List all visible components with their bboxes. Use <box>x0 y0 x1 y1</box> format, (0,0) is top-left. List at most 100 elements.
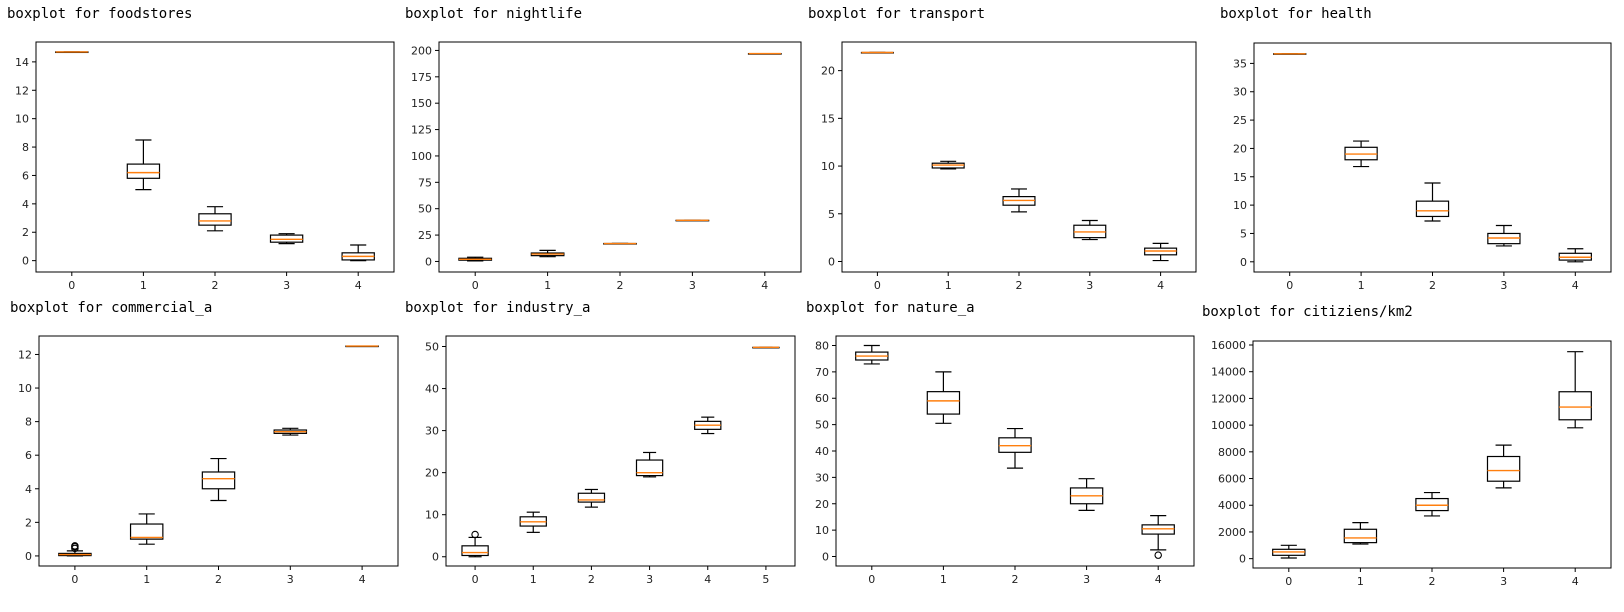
y-tick-label: 6 <box>22 169 29 182</box>
x-tick-label: 2 <box>1012 573 1019 586</box>
box-body <box>461 545 489 557</box>
box-body <box>198 213 232 226</box>
plot-frame <box>841 41 1197 273</box>
x-tick-label: 3 <box>1083 573 1090 586</box>
y-tick-label: 0 <box>1239 553 1246 566</box>
x-tick-label: 1 <box>140 279 147 292</box>
box-2 <box>998 427 1032 469</box>
box-3 <box>273 427 308 436</box>
y-tick-label: 50 <box>425 341 439 354</box>
y-tick-label: 100 <box>411 150 432 163</box>
box-1 <box>126 139 161 191</box>
y-tick-label: 60 <box>815 392 829 405</box>
box-body <box>129 523 164 540</box>
box-4 <box>1144 242 1178 262</box>
y-tick-label: 0 <box>828 256 835 269</box>
y-tick-label: 16000 <box>1211 339 1246 352</box>
y-tick-label: 8 <box>22 141 29 154</box>
chart-title: boxplot for nature_a <box>806 300 975 316</box>
plot-frame <box>1253 42 1612 273</box>
box-4 <box>341 244 375 262</box>
chart-title: boxplot for nightlife <box>405 6 582 22</box>
y-tick-label: 10 <box>815 524 829 537</box>
chart-title: boxplot for commercial_a <box>10 300 212 316</box>
chart-title: boxplot for citiziens/km2 <box>1202 304 1413 320</box>
y-tick-label: 5 <box>828 208 835 221</box>
box-1 <box>931 160 965 170</box>
box-2 <box>603 242 637 245</box>
box-3 <box>269 233 304 245</box>
y-tick-label: 14000 <box>1211 366 1246 379</box>
y-tick-label: 2 <box>22 226 29 239</box>
y-tick-label: 125 <box>411 124 432 137</box>
y-tick-label: 10 <box>1233 199 1247 212</box>
y-tick-label: 40 <box>425 383 439 396</box>
y-tick-label: 14 <box>15 56 29 69</box>
y-tick-label: 20 <box>815 498 829 511</box>
box-1 <box>926 371 961 424</box>
x-tick-label: 4 <box>359 573 366 586</box>
box-4 <box>747 52 782 55</box>
x-tick-label: 0 <box>71 573 78 586</box>
x-tick-label: 2 <box>212 279 219 292</box>
chart-panel: boxplot for nature_a 0 10 20 30 40 50 60 70 80 0 1 2… <box>806 300 1195 586</box>
box-body <box>1343 528 1378 544</box>
y-tick-label: 0 <box>25 550 32 563</box>
box-3 <box>1069 478 1104 511</box>
y-tick-label: 50 <box>418 203 432 216</box>
x-tick-label: 1 <box>544 279 551 292</box>
y-tick-label: 8 <box>25 416 32 429</box>
box-4 <box>1141 515 1175 559</box>
outlier-point <box>1154 551 1162 559</box>
y-tick-label: 0 <box>425 255 432 268</box>
y-tick-label: 20 <box>1233 142 1247 155</box>
box-1 <box>530 249 565 258</box>
y-tick-label: 10000 <box>1211 419 1246 432</box>
x-tick-label: 4 <box>1572 575 1579 588</box>
x-tick-label: 4 <box>1155 573 1162 586</box>
box-1 <box>519 511 547 533</box>
x-tick-label: 2 <box>1016 279 1023 292</box>
box-body <box>201 471 236 490</box>
plot-frame <box>35 41 395 273</box>
y-tick-label: 5 <box>1240 227 1247 240</box>
x-tick-label: 0 <box>1285 575 1292 588</box>
box-1 <box>1343 521 1378 545</box>
y-tick-label: 12 <box>15 84 29 97</box>
chart-panel: boxplot for citiziens/km2 0 2000 4000 6000 80… <box>1202 304 1612 588</box>
y-tick-label: 70 <box>815 366 829 379</box>
box-0 <box>55 51 89 54</box>
box-4 <box>1558 351 1592 429</box>
box-2 <box>1415 182 1450 222</box>
chart-panel: boxplot for nightlife 0 25 50 75 100 125 150 175… <box>405 6 802 292</box>
x-tick-label: 3 <box>283 279 290 292</box>
x-tick-label: 3 <box>287 573 294 586</box>
box-4 <box>345 345 379 348</box>
box-3 <box>1073 219 1107 241</box>
box-0 <box>1272 544 1306 559</box>
y-tick-label: 20 <box>821 65 835 78</box>
x-tick-label: 4 <box>1157 279 1164 292</box>
box-0 <box>458 256 493 262</box>
y-tick-label: 150 <box>411 97 432 110</box>
box-0 <box>461 530 489 558</box>
y-tick-label: 30 <box>815 471 829 484</box>
x-tick-label: 0 <box>1286 279 1293 292</box>
box-2 <box>577 488 606 508</box>
box-1 <box>1344 140 1378 168</box>
plot-frame <box>38 335 399 567</box>
y-tick-label: 25 <box>1233 114 1247 127</box>
x-tick-label: 2 <box>617 279 624 292</box>
box-3 <box>635 451 664 478</box>
y-tick-label: 10 <box>15 113 29 126</box>
box-4 <box>694 416 722 435</box>
plot-frame <box>438 41 802 273</box>
box-body <box>126 163 161 179</box>
box-body <box>1415 200 1450 218</box>
y-tick-label: 200 <box>411 44 432 57</box>
x-tick-label: 1 <box>1357 575 1364 588</box>
outlier-point <box>71 542 79 550</box>
box-body <box>1558 391 1592 421</box>
